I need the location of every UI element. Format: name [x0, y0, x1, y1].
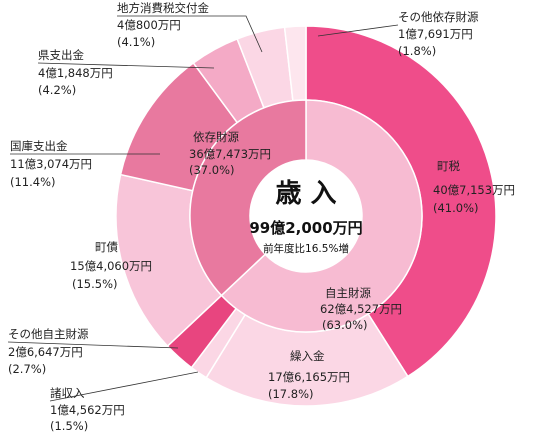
label-percent: (41.0%) [433, 201, 479, 215]
label-percent: (11.4%) [10, 175, 56, 189]
label-amount: 1億7,691万円 [398, 27, 473, 41]
label-other-own: その他自主財源 2億6,647万円 (2.7%) [8, 327, 89, 376]
label-amount: 11億3,074万円 [10, 157, 92, 171]
label-town-tax: 町税 40億7,153万円 (41.0%) [433, 159, 515, 215]
label-name: 町税 [437, 159, 460, 173]
label-amount: 4億800万円 [117, 18, 181, 32]
label-percent: (2.7%) [8, 362, 46, 376]
label-name: 国庫支出金 [10, 139, 68, 153]
label-name: 自主財源 [325, 286, 371, 300]
label-name: 繰入金 [290, 349, 325, 363]
label-misc-income: 諸収入 1億4,562万円 (1.5%) [50, 386, 125, 433]
leader-lines [7, 15, 399, 402]
leader-line-4 [7, 341, 179, 349]
label-town-bond: 町債 15億4,060万円 (15.5%) [70, 240, 152, 291]
label-amount: 4億1,848万円 [38, 66, 113, 80]
label-name: 地方消費税交付金 [117, 1, 209, 15]
label-percent: (63.0%) [322, 318, 368, 332]
inner-ring [189, 99, 423, 333]
label-percent: (15.5%) [72, 277, 118, 291]
label-own-revenue: 自主財源 62億4,527万円 (63.0%) [320, 286, 402, 332]
label-dependent-revenue: 依存財源 36億7,473万円 (37.0%) [189, 130, 271, 177]
label-amount: 36億7,473万円 [189, 147, 271, 161]
label-other-dependent: その他依存財源 1億7,691万円 (1.8%) [398, 10, 479, 58]
label-name: 県支出金 [38, 48, 84, 62]
leader-line-3 [317, 24, 399, 37]
center-disc [250, 160, 362, 272]
leader-line-5 [49, 371, 199, 402]
center-note: 前年度比16.5%増 [263, 242, 349, 255]
label-percent: (17.8%) [268, 387, 314, 401]
label-amount: 1億4,562万円 [50, 403, 125, 417]
center-title: 歳 入 [275, 179, 336, 209]
label-amount: 15億4,060万円 [70, 259, 152, 273]
label-name: 依存財源 [193, 130, 239, 144]
label-amount: 2億6,647万円 [8, 345, 83, 359]
label-percent: (1.8%) [398, 44, 436, 58]
label-prefecture-grant: 県支出金 4億1,848万円 (4.2%) [38, 48, 113, 97]
leader-line-1 [37, 62, 215, 69]
label-amount: 17億6,165万円 [268, 370, 350, 384]
label-name: 町債 [95, 240, 118, 254]
label-name: その他自主財源 [8, 327, 89, 341]
label-national-grant: 国庫支出金 11億3,074万円 (11.4%) [10, 139, 92, 189]
center-total: 99億2,000万円 [249, 219, 362, 237]
label-percent: (1.5%) [50, 419, 88, 433]
label-percent: (4.2%) [38, 83, 76, 97]
label-amount: 40億7,153万円 [433, 183, 515, 197]
leader-line-2 [117, 15, 263, 53]
label-name: その他依存財源 [398, 10, 479, 24]
label-name: 諸収入 [50, 386, 85, 400]
label-transfer: 繰入金 17億6,165万円 (17.8%) [268, 349, 350, 401]
label-consumption-tax: 地方消費税交付金 4億800万円 (4.1%) [117, 1, 209, 49]
label-percent: (4.1%) [117, 35, 155, 49]
label-percent: (37.0%) [189, 163, 235, 177]
label-amount: 62億4,527万円 [320, 302, 402, 316]
